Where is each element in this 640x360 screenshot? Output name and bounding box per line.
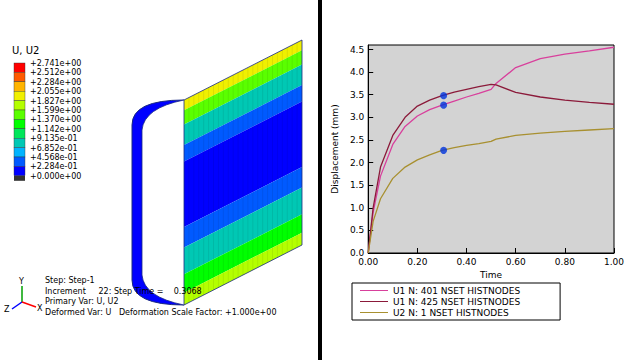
svg-text:0.0: 0.0	[349, 248, 365, 258]
svg-text:4.0: 4.0	[350, 67, 365, 77]
svg-text:X: X	[37, 304, 43, 313]
svg-text:U1 N: 425 NSET HISTNODES: U1 N: 425 NSET HISTNODES	[393, 297, 520, 307]
svg-text:1.0: 1.0	[350, 203, 365, 213]
svg-text:+2.284e-01: +2.284e-01	[30, 162, 78, 171]
svg-text:Primary Var: U, U2: Primary Var: U, U2	[45, 297, 118, 306]
svg-text:3.5: 3.5	[350, 90, 364, 100]
svg-text:Y: Y	[18, 277, 24, 286]
svg-text:2.5: 2.5	[350, 135, 364, 145]
svg-text:+1.142e+00: +1.142e+00	[30, 125, 81, 134]
svg-text:Deformed Var: U Deformation: Deformed Var: U Deformation Scale Factor…	[45, 308, 276, 317]
svg-text:Time: Time	[479, 270, 502, 280]
svg-text:+2.055e+00: +2.055e+00	[30, 87, 81, 96]
svg-text:0.20: 0.20	[407, 257, 427, 267]
svg-text:Increment 22: Step Time =: Increment 22: Step Time = 0.3068	[45, 287, 202, 296]
svg-text:0.80: 0.80	[555, 257, 575, 267]
svg-text:4.5: 4.5	[350, 45, 364, 55]
svg-text:+2.741e+00: +2.741e+00	[30, 59, 81, 68]
svg-text:U2 N: 1 NSET HISTNODES: U2 N: 1 NSET HISTNODES	[393, 308, 509, 318]
svg-text:+2.284e+00: +2.284e+00	[30, 78, 81, 87]
svg-text:U1 N: 401 NSET HISTNODES: U1 N: 401 NSET HISTNODES	[393, 286, 520, 296]
svg-text:+6.852e-01: +6.852e-01	[30, 144, 78, 153]
svg-text:+1.599e+00: +1.599e+00	[30, 106, 81, 115]
svg-text:1.00: 1.00	[604, 257, 624, 267]
svg-text:Displacement (mm): Displacement (mm)	[330, 104, 340, 193]
svg-text:+1.370e+00: +1.370e+00	[30, 115, 81, 124]
svg-text:Step: Step-1: Step: Step-1	[45, 276, 95, 285]
svg-text:+4.568e-01: +4.568e-01	[30, 153, 78, 162]
svg-text:0.60: 0.60	[506, 257, 526, 267]
svg-text:1.5: 1.5	[350, 180, 364, 190]
svg-text:+2.512e+00: +2.512e+00	[30, 68, 81, 77]
svg-text:+0.000e+00: +0.000e+00	[30, 172, 81, 181]
svg-text:0.5: 0.5	[350, 225, 364, 235]
svg-text:U, U2: U, U2	[12, 45, 39, 56]
svg-text:0.00: 0.00	[358, 257, 378, 267]
svg-text:+1.827e+00: +1.827e+00	[30, 97, 81, 106]
svg-text:Z: Z	[4, 305, 10, 314]
svg-text:2.0: 2.0	[350, 158, 365, 168]
svg-text:3.0: 3.0	[350, 112, 365, 122]
svg-text:0.40: 0.40	[457, 257, 477, 267]
svg-text:+9.135e-01: +9.135e-01	[30, 134, 78, 143]
